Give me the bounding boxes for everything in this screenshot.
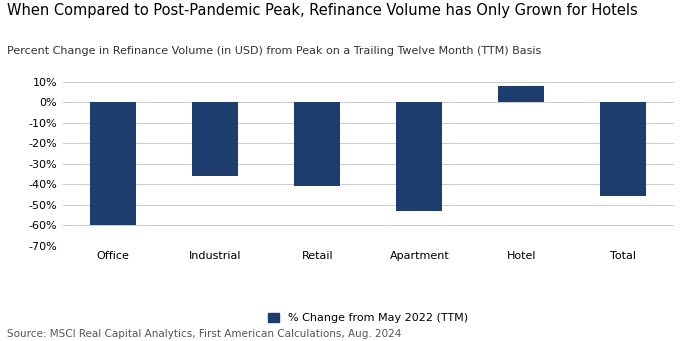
Bar [193,102,238,176]
Bar [396,102,442,211]
Bar [498,86,544,102]
Text: Percent Change in Refinance Volume (in USD) from Peak on a Trailing Twelve Month: Percent Change in Refinance Volume (in U… [7,46,541,56]
Bar [600,102,646,196]
Text: Source: MSCI Real Capital Analytics, First American Calculations, Aug. 2024: Source: MSCI Real Capital Analytics, Fir… [7,329,401,339]
Bar [295,102,341,186]
Bar [90,102,136,225]
Legend: % Change from May 2022 (TTM): % Change from May 2022 (TTM) [268,313,468,323]
Text: When Compared to Post-Pandemic Peak, Refinance Volume has Only Grown for Hotels: When Compared to Post-Pandemic Peak, Ref… [7,3,638,18]
